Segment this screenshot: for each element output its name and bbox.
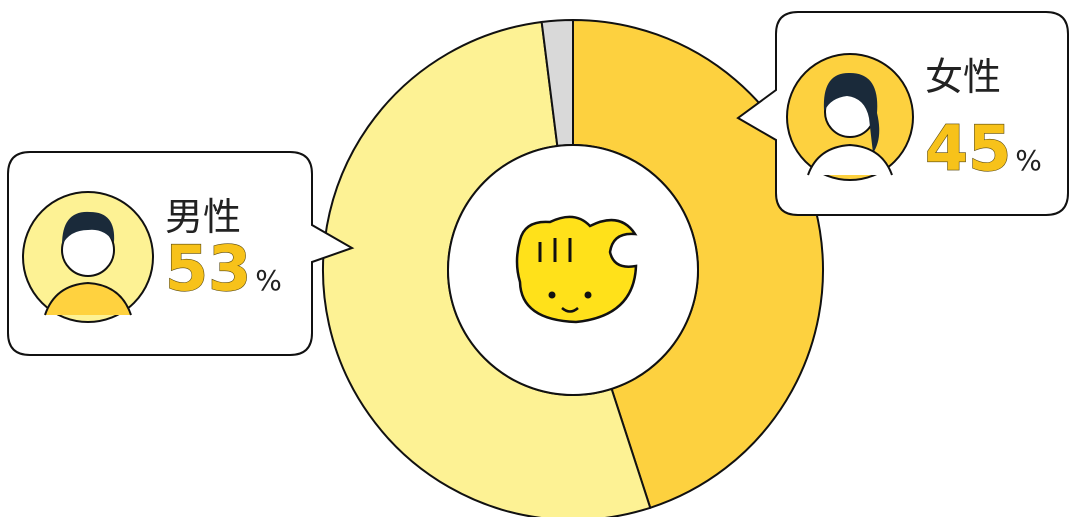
category-label: 男性	[165, 195, 241, 239]
value-label: 53	[165, 232, 251, 305]
center-logo	[515, 215, 638, 324]
value-label: 45	[925, 112, 1011, 185]
callout-male	[7, 151, 355, 356]
unit-label: %	[255, 264, 282, 297]
callout-female	[736, 11, 1069, 216]
category-label: 女性	[925, 55, 1001, 99]
unit-label: %	[1015, 144, 1042, 177]
